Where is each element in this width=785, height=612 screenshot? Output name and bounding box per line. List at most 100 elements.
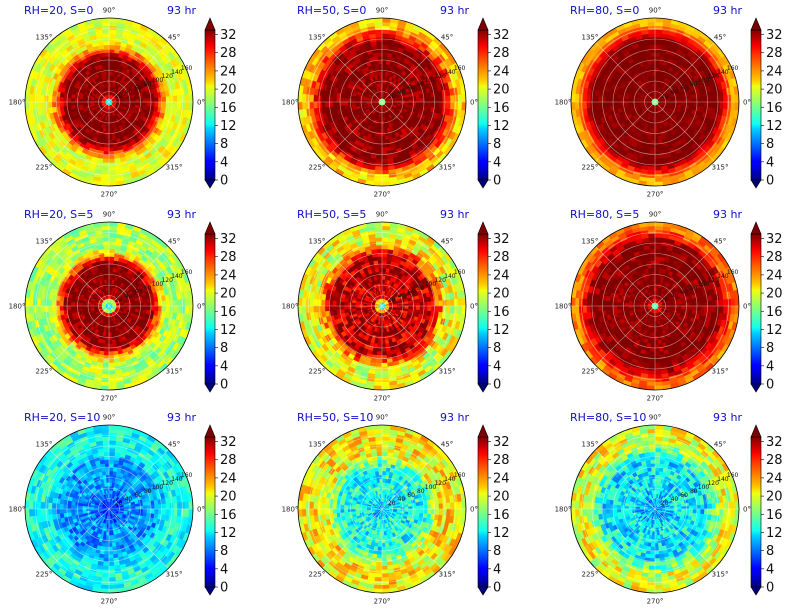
colorbar-tick-label: 8: [220, 137, 228, 152]
radial-tick-label: 160: [454, 65, 466, 72]
colorbar-tick-label: 24: [220, 64, 237, 79]
heatmap-field: [25, 18, 193, 186]
colorbar: 0 4 8 12 16 20 24 28 32: [750, 17, 783, 189]
colorbar-tick-label: 16: [766, 508, 783, 523]
angle-tick-label: 315°: [712, 571, 729, 579]
radial-tick-label: 20: [115, 297, 123, 304]
angle-tick-label: 0°: [743, 303, 751, 311]
angle-tick-label: 180°: [555, 303, 572, 311]
angle-tick-label: 45°: [168, 237, 180, 245]
colorbar-tick-label: 16: [766, 305, 783, 320]
radial-tick-label: 80: [690, 488, 698, 495]
radial-tick-label: 60: [407, 492, 415, 499]
colorbar-tick-label: 20: [766, 490, 783, 505]
angle-tick-label: 225°: [582, 368, 599, 376]
radial-tick-label: 100: [425, 484, 437, 491]
colorbar-tick-label: 0: [220, 581, 228, 596]
angle-tick-label: 135°: [36, 440, 53, 448]
panel-grid: 204060801001201401600°45°90°135°180°225°…: [9, 4, 783, 606]
colorbar-tick-label: 24: [220, 471, 237, 486]
angle-tick-label: 180°: [282, 506, 299, 514]
angle-tick-label: 225°: [582, 164, 599, 172]
colorbar-tick-label: 8: [493, 137, 501, 152]
radial-tick-label: 120: [161, 277, 173, 284]
heatmap-field: [298, 222, 466, 390]
angle-tick-label: 45°: [168, 33, 180, 41]
angle-tick-label: 45°: [714, 237, 726, 245]
panel-time: 93 hr: [440, 208, 469, 221]
radial-tick-label: 80: [690, 285, 698, 292]
polar-grid: [24, 17, 194, 187]
colorbar-tick-label: 0: [220, 174, 228, 189]
angle-tick-label: 45°: [441, 440, 453, 448]
colorbar-tick-label: 12: [220, 323, 237, 338]
radial-tick-label: 40: [671, 293, 679, 300]
polar-frame: [297, 221, 467, 391]
radial-tick-label: 160: [727, 472, 739, 479]
colorbar-tick-label: 4: [766, 359, 774, 374]
angle-tick-label: 45°: [441, 237, 453, 245]
angle-tick-label: 0°: [470, 506, 478, 514]
radial-tick-label: 40: [671, 89, 679, 96]
colorbar-tick-label: 8: [220, 341, 228, 356]
angle-tick-label: 225°: [309, 571, 326, 579]
radial-tick-label: 160: [181, 65, 193, 72]
polar-panel: 204060801001201401600°45°90°135°180°225°…: [555, 4, 783, 199]
panel-title: RH=20, S=10: [24, 411, 100, 424]
angle-tick-label: 270°: [374, 395, 391, 403]
colorbar-tick-label: 28: [766, 46, 783, 61]
colorbar-tick-label: 16: [493, 508, 510, 523]
panel-time: 93 hr: [713, 4, 742, 17]
radial-tick-label: 80: [690, 81, 698, 88]
radial-tick-label: 20: [388, 93, 396, 100]
colorbar-tick-label: 24: [766, 471, 783, 486]
polar-grid: [297, 17, 467, 187]
polar-panel: 204060801001201401600°45°90°135°180°225°…: [282, 411, 510, 606]
colorbar-tick-label: 20: [220, 83, 237, 98]
colorbar-tick-label: 4: [220, 562, 228, 577]
radial-tick-label: 160: [454, 472, 466, 479]
angle-tick-label: 0°: [470, 99, 478, 107]
angle-tick-label: 135°: [36, 237, 53, 245]
colorbar-tick-label: 16: [220, 508, 237, 523]
radial-tick-label: 80: [144, 488, 152, 495]
colorbar-tick-label: 8: [766, 341, 774, 356]
colorbar-tick-label: 32: [220, 435, 237, 450]
radial-tick-label: 100: [152, 77, 164, 84]
radial-tick-label: 140: [717, 69, 729, 76]
panel-time: 93 hr: [440, 4, 469, 17]
angle-tick-label: 45°: [441, 33, 453, 41]
angle-tick-label: 315°: [166, 571, 183, 579]
colorbar-tick-label: 24: [493, 268, 510, 283]
polar-panel: 204060801001201401600°45°90°135°180°225°…: [9, 208, 237, 403]
colorbar-tick-label: 8: [766, 137, 774, 152]
angle-tick-label: 135°: [309, 33, 326, 41]
radial-tick-label: 100: [698, 281, 710, 288]
angle-tick-label: 90°: [376, 414, 388, 422]
angle-tick-label: 315°: [439, 164, 456, 172]
panel-title: RH=80, S=5: [570, 208, 639, 221]
angle-tick-label: 225°: [36, 368, 53, 376]
angle-tick-label: 0°: [197, 99, 205, 107]
panel-title: RH=80, S=10: [570, 411, 646, 424]
angle-tick-label: 315°: [712, 368, 729, 376]
colorbar-tick-label: 24: [766, 64, 783, 79]
radial-tick-label: 60: [680, 492, 688, 499]
polar-grid: [297, 424, 467, 594]
angle-tick-label: 135°: [582, 237, 599, 245]
heatmap-field: [298, 18, 466, 186]
colorbar-tick-label: 4: [766, 155, 774, 170]
polar-frame: [24, 424, 194, 594]
angle-tick-label: 90°: [649, 414, 661, 422]
angle-tick-label: 45°: [168, 440, 180, 448]
angle-tick-label: 225°: [36, 164, 53, 172]
angle-tick-label: 270°: [101, 191, 118, 199]
colorbar-tick-label: 4: [493, 359, 501, 374]
angle-tick-label: 90°: [376, 7, 388, 15]
radial-tick-label: 120: [434, 480, 446, 487]
colorbar-tick-label: 28: [493, 46, 510, 61]
angle-tick-label: 90°: [103, 7, 115, 15]
colorbar-tick-label: 32: [493, 435, 510, 450]
panel-title: RH=50, S=10: [297, 411, 373, 424]
colorbar-tick-label: 4: [220, 359, 228, 374]
